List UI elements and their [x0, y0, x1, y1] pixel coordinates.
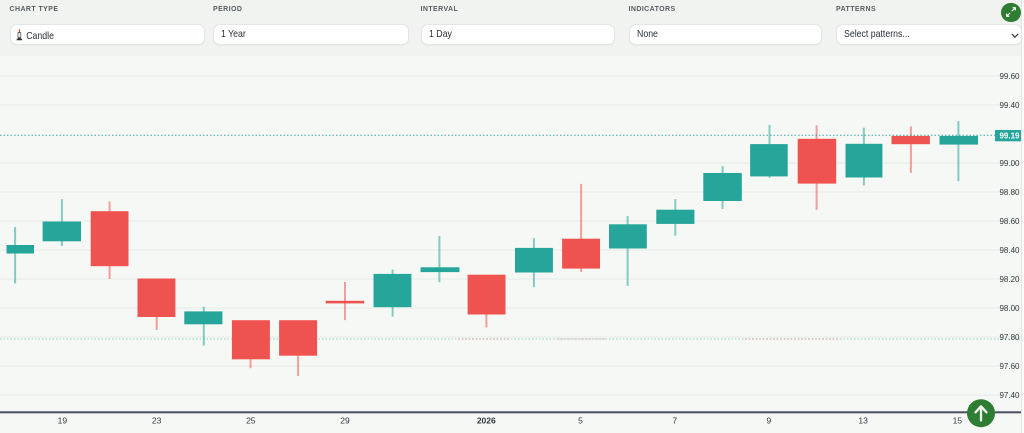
svg-text:13: 13 [858, 415, 868, 425]
svg-text:97.40: 97.40 [999, 391, 1020, 400]
svg-text:7: 7 [672, 415, 677, 425]
svg-text:98.40: 98.40 [999, 246, 1020, 255]
svg-text:19: 19 [58, 415, 68, 425]
svg-text:23: 23 [152, 415, 162, 425]
svg-text:29: 29 [340, 415, 350, 425]
svg-text:99.60: 99.60 [999, 72, 1020, 81]
svg-text:98.80: 98.80 [999, 188, 1020, 197]
svg-text:99.19: 99.19 [999, 132, 1020, 141]
svg-text:98.00: 98.00 [999, 304, 1020, 313]
svg-text:15: 15 [953, 415, 963, 425]
svg-text:99.00: 99.00 [999, 159, 1020, 168]
svg-text:97.60: 97.60 [999, 362, 1020, 371]
svg-text:98.60: 98.60 [999, 217, 1020, 226]
svg-text:98.20: 98.20 [999, 275, 1020, 284]
svg-text:25: 25 [246, 415, 256, 425]
svg-text:5: 5 [578, 415, 583, 425]
svg-text:97.80: 97.80 [999, 333, 1020, 342]
svg-text:99.40: 99.40 [999, 101, 1020, 110]
svg-text:9: 9 [767, 415, 772, 425]
svg-text:2026: 2026 [477, 415, 496, 425]
